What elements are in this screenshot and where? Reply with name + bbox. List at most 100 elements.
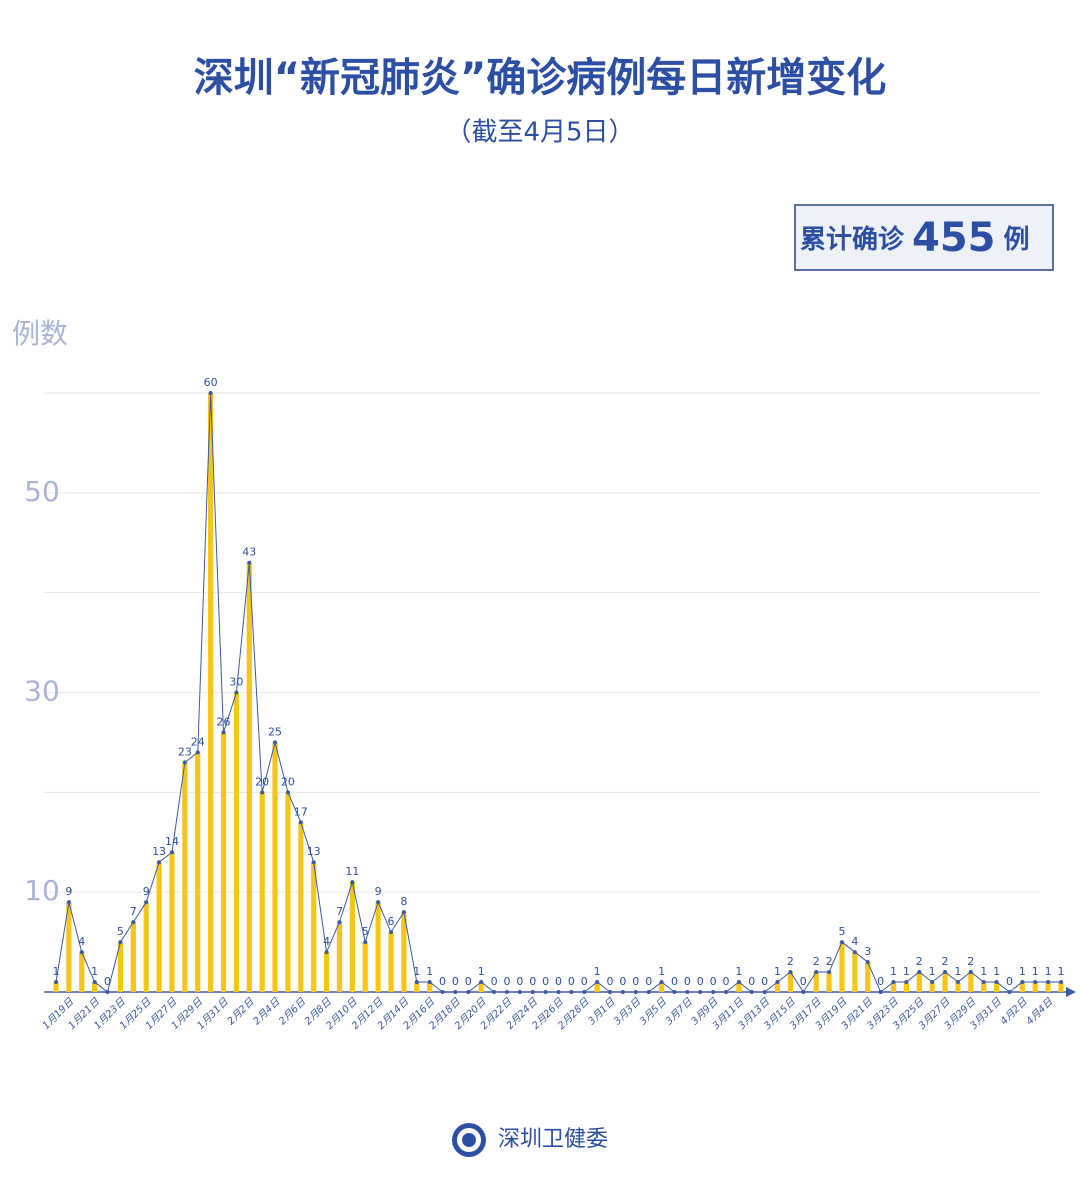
value-label: 0: [632, 975, 639, 988]
value-label: 0: [465, 975, 472, 988]
x-tick-label: 3月5日: [638, 996, 670, 1028]
bar: [658, 982, 665, 992]
value-label: 60: [204, 376, 218, 389]
value-label: 0: [542, 975, 549, 988]
value-label: 1: [1032, 965, 1039, 978]
bar: [349, 882, 355, 992]
point: [195, 750, 200, 755]
point: [994, 980, 999, 985]
bar: [143, 902, 149, 992]
point: [208, 391, 213, 395]
total-box-text: 累计确诊 455 例: [800, 215, 1030, 261]
point: [492, 990, 497, 994]
y-axis-label: 例数: [12, 317, 68, 350]
point: [930, 980, 935, 985]
x-tick-label: 2月2日: [226, 996, 258, 1028]
value-label: 2: [787, 955, 794, 968]
value-label: 1: [903, 965, 910, 978]
point: [852, 950, 857, 955]
x-axis-arrow: [1066, 987, 1076, 997]
value-label: 20: [281, 775, 295, 788]
logo: [452, 1123, 486, 1157]
value-label: 14: [165, 835, 179, 848]
point: [891, 980, 896, 985]
point: [530, 990, 535, 994]
bar: [594, 982, 600, 992]
bar: [272, 742, 278, 992]
point: [1033, 980, 1038, 985]
value-label: 1: [53, 965, 60, 978]
point: [981, 980, 986, 985]
point: [273, 740, 278, 745]
value-label: 0: [671, 975, 678, 988]
x-tick-label: 4月2日: [999, 996, 1031, 1028]
x-tick-label: 3月7日: [664, 996, 696, 1028]
point: [556, 990, 561, 994]
value-label: 0: [491, 975, 498, 988]
value-label: 0: [697, 975, 704, 988]
value-label: 0: [723, 975, 730, 988]
point: [659, 980, 664, 985]
point: [1046, 980, 1051, 985]
point: [827, 970, 832, 975]
point: [479, 980, 484, 985]
bar: [156, 862, 162, 992]
bar: [220, 732, 227, 992]
chart-subtitle: （截至4月5日）: [445, 118, 634, 148]
point: [917, 970, 922, 975]
value-label: 24: [191, 735, 205, 748]
bar: [195, 752, 201, 992]
bar: [92, 982, 98, 992]
bar: [890, 982, 897, 992]
bar: [375, 902, 381, 992]
bar: [311, 862, 317, 992]
point: [105, 990, 110, 994]
value-label: 0: [800, 975, 807, 988]
value-label: 1: [954, 965, 961, 978]
total-label: 累计确诊: [800, 224, 905, 255]
value-label: 0: [503, 975, 510, 988]
point: [401, 910, 406, 915]
point: [311, 860, 316, 865]
bar: [233, 692, 239, 992]
point: [247, 560, 252, 565]
point: [955, 980, 960, 985]
point: [865, 960, 870, 965]
y-tick-label: 10: [24, 874, 60, 907]
bar: [981, 982, 987, 992]
point: [711, 990, 716, 994]
value-label: 0: [748, 975, 755, 988]
point: [904, 980, 909, 985]
bar: [427, 982, 433, 992]
value-label: 25: [268, 725, 282, 738]
value-label: 4: [851, 935, 858, 948]
value-label: 0: [1006, 975, 1013, 988]
point: [131, 920, 136, 925]
point: [608, 990, 613, 994]
point: [363, 940, 368, 945]
value-label: 1: [1058, 965, 1065, 978]
total-box: [794, 204, 1054, 271]
value-label: 26: [217, 715, 231, 728]
value-label: 13: [152, 845, 166, 858]
value-label: 0: [684, 975, 691, 988]
value-label: 20: [255, 775, 269, 788]
value-label: 0: [619, 975, 626, 988]
bar: [968, 972, 974, 992]
point: [968, 970, 973, 975]
point: [943, 970, 948, 975]
bar: [414, 982, 420, 992]
bar: [1045, 982, 1051, 992]
point: [582, 990, 587, 994]
value-label: 1: [1019, 965, 1026, 978]
source: 深圳卫健委: [498, 1127, 608, 1152]
value-label: 0: [877, 975, 884, 988]
value-label: 1: [980, 965, 987, 978]
point: [543, 990, 548, 994]
value-label: 1: [91, 965, 98, 978]
value-label: 3: [864, 945, 871, 958]
point: [221, 730, 226, 735]
bar: [813, 972, 819, 992]
point: [118, 940, 123, 945]
